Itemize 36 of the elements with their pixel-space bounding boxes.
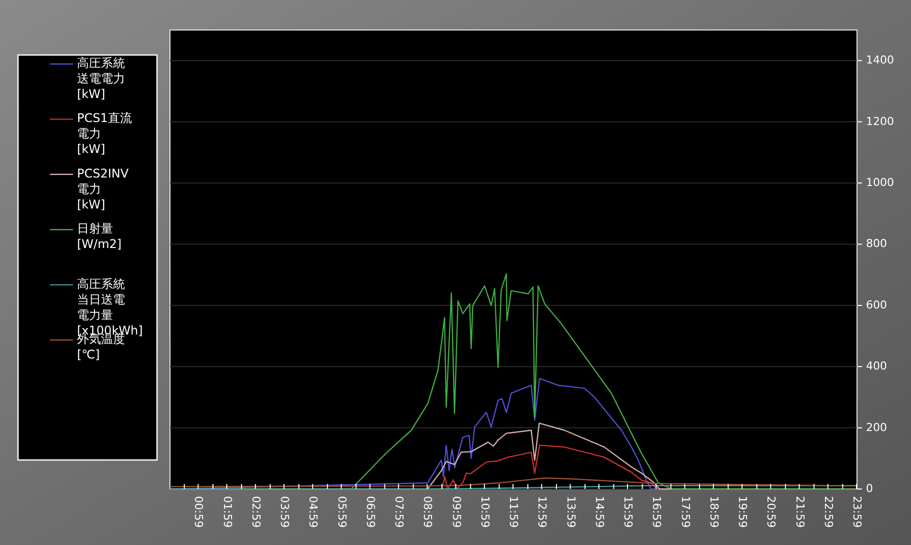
x-tick-label: 16:59 xyxy=(650,496,664,528)
y-tick-label: 200 xyxy=(866,420,887,434)
x-tick-label: 03:59 xyxy=(278,496,292,528)
x-tick-label: 22:59 xyxy=(822,496,835,528)
y-tick-label: 1400 xyxy=(866,54,894,67)
legend-label: PCS2INV電力[kW] xyxy=(77,166,130,212)
x-tick-label: 09:59 xyxy=(450,496,463,528)
legend-label: 日射量[W/m2] xyxy=(77,222,122,252)
x-tick-label: 04:59 xyxy=(306,496,320,528)
x-tick-label: 17:59 xyxy=(678,496,692,528)
x-tick-label: 05:59 xyxy=(335,496,348,528)
x-tick-label: 21:59 xyxy=(793,496,806,528)
x-tick-label: 11:59 xyxy=(507,496,520,528)
y-tick-label: 800 xyxy=(866,237,887,250)
x-tick-label: 23:59 xyxy=(850,496,864,528)
x-tick-label: 20:59 xyxy=(764,496,778,528)
x-tick-label: 15:59 xyxy=(622,496,635,528)
y-tick-label: 0 xyxy=(866,482,873,496)
x-tick-label: 06:59 xyxy=(364,496,377,528)
y-tick-label: 1000 xyxy=(866,176,894,190)
x-tick-label: 13:59 xyxy=(564,496,578,528)
x-tick-label: 01:59 xyxy=(220,496,234,528)
x-tick-label: 14:59 xyxy=(592,496,606,528)
x-tick-label: 00:59 xyxy=(192,496,206,528)
legend-label: PCS1直流電力[kW] xyxy=(77,111,132,156)
legend-label: 高圧系統送電電力[kW] xyxy=(77,56,125,102)
x-tick-label: 10:59 xyxy=(478,496,492,528)
y-tick-label: 1200 xyxy=(866,114,894,128)
x-tick-label: 12:59 xyxy=(536,496,549,528)
y-tick-label: 400 xyxy=(866,360,887,373)
x-tick-label: 18:59 xyxy=(707,496,720,528)
y-tick-label: 600 xyxy=(866,298,887,312)
x-tick-label: 07:59 xyxy=(392,496,406,528)
x-tick-label: 08:59 xyxy=(421,496,434,528)
x-tick-label: 19:59 xyxy=(736,496,750,528)
x-tick-label: 02:59 xyxy=(249,496,262,528)
